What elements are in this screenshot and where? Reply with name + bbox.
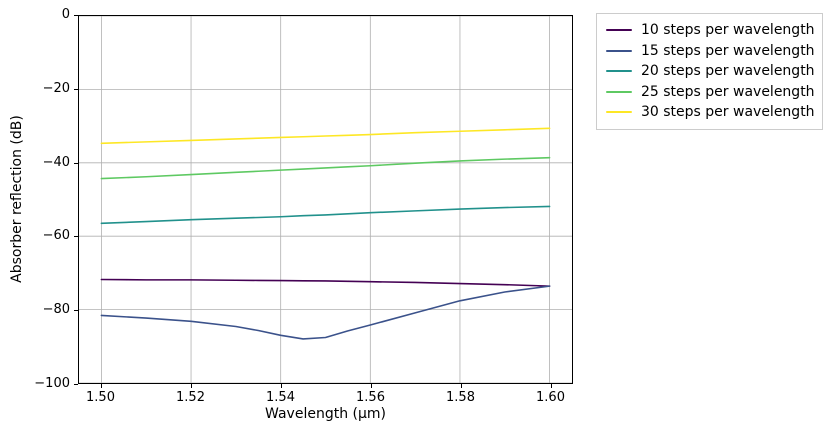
legend-item-label: 10 steps per wavelength (641, 22, 815, 39)
y-tick-label: −80 (42, 302, 70, 318)
y-tick-label: 0 (61, 7, 70, 22)
x-tick-mark (280, 384, 282, 388)
legend-item: 25 steps per wavelength (606, 82, 815, 103)
series-line-25-steps (100, 156, 551, 180)
legend-item: 15 steps per wavelength (606, 41, 815, 62)
y-tick-mark (74, 384, 78, 385)
y-tick-label: −60 (42, 228, 70, 244)
y-tick-mark (74, 310, 78, 312)
y-tick-label: −40 (42, 154, 70, 170)
legend-item: 10 steps per wavelength (606, 20, 815, 41)
y-axis-label: Absorber reflection (dB) (9, 115, 25, 283)
chart-canvas (79, 16, 572, 383)
x-tick-label: 1.52 (176, 390, 205, 405)
legend-item-label: 25 steps per wavelength (641, 83, 815, 100)
y-tick-mark (74, 162, 78, 164)
legend-item-label: 20 steps per wavelength (641, 63, 815, 80)
x-tick-label: 1.60 (536, 390, 565, 405)
legend-item: 30 steps per wavelength (606, 102, 815, 123)
y-tick-label: −100 (34, 376, 70, 391)
legend-item-label: 15 steps per wavelength (641, 42, 815, 59)
legend-line-swatch (606, 90, 632, 93)
x-tick-label: 1.50 (86, 390, 115, 405)
legend-item-label: 30 steps per wavelength (641, 104, 815, 121)
y-tick-mark (74, 88, 78, 90)
legend-line-swatch (606, 70, 632, 73)
legend: 10 steps per wavelength 15 steps per wave… (596, 13, 823, 130)
series-line-30-steps (100, 127, 551, 145)
x-tick-mark (370, 384, 372, 388)
legend-line-swatch (606, 49, 632, 52)
series-line-15-steps (100, 285, 551, 340)
y-tick-label: −20 (42, 80, 70, 96)
y-tick-mark (74, 236, 78, 238)
y-tick-mark (74, 15, 78, 16)
x-tick-label: 1.54 (266, 390, 295, 405)
x-tick-mark (550, 384, 552, 388)
legend-item: 20 steps per wavelength (606, 61, 815, 82)
plot-area (78, 15, 573, 384)
x-tick-mark (190, 384, 192, 388)
x-tick-mark (100, 384, 102, 388)
x-tick-mark (460, 384, 462, 388)
series-line-10-steps (100, 278, 551, 287)
legend-line-swatch (606, 111, 632, 114)
series-line-20-steps (100, 205, 551, 225)
x-tick-label: 1.56 (356, 390, 385, 405)
legend-line-swatch (606, 29, 632, 32)
x-tick-label: 1.58 (446, 390, 475, 405)
x-axis-label: Wavelength (μm) (265, 406, 386, 422)
